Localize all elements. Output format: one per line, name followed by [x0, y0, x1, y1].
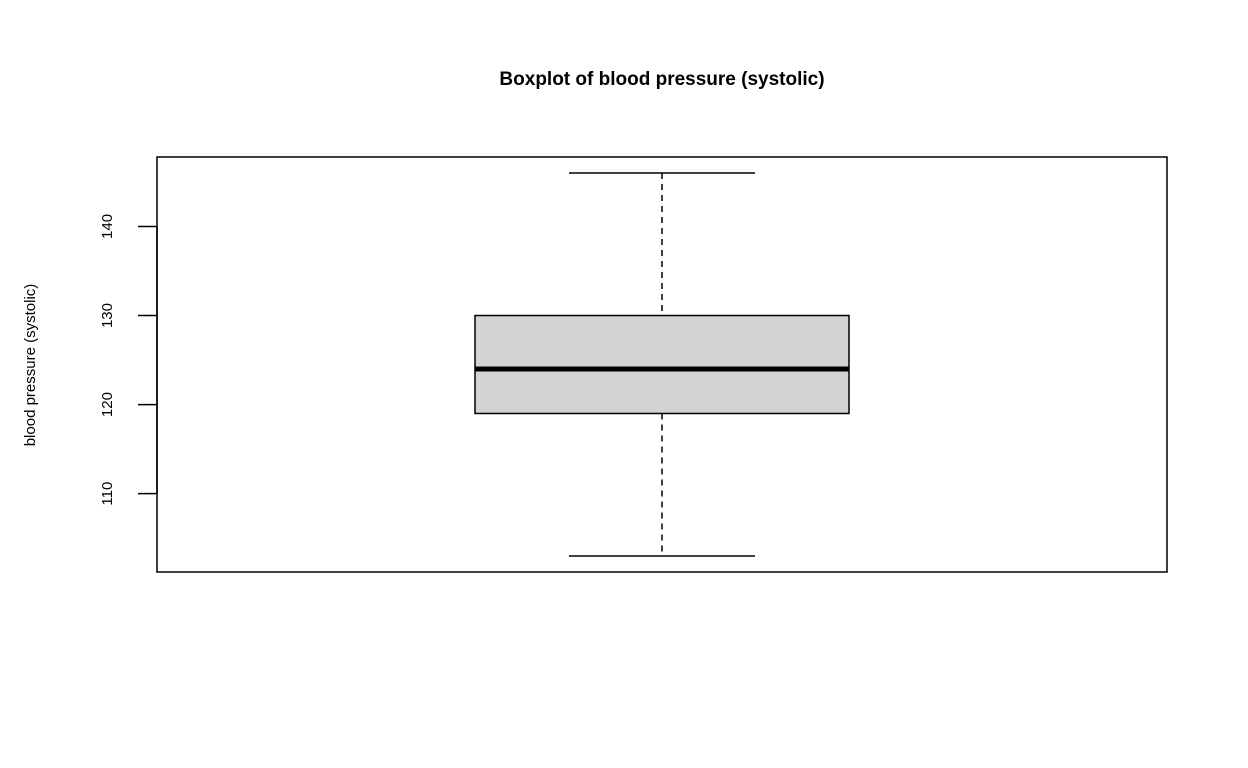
y-tick-label: 120 — [99, 392, 116, 417]
y-tick-label: 140 — [99, 214, 116, 239]
interquartile-box — [474, 314, 850, 415]
y-axis-label: blood pressure (systolic) — [22, 284, 39, 447]
y-tick-label: 130 — [99, 303, 116, 328]
chart-title: Boxplot of blood pressure (systolic) — [499, 69, 824, 90]
y-tick-label: 110 — [99, 482, 116, 506]
y-axis: 110 120 130 140 — [99, 214, 158, 506]
boxplot — [474, 172, 850, 557]
